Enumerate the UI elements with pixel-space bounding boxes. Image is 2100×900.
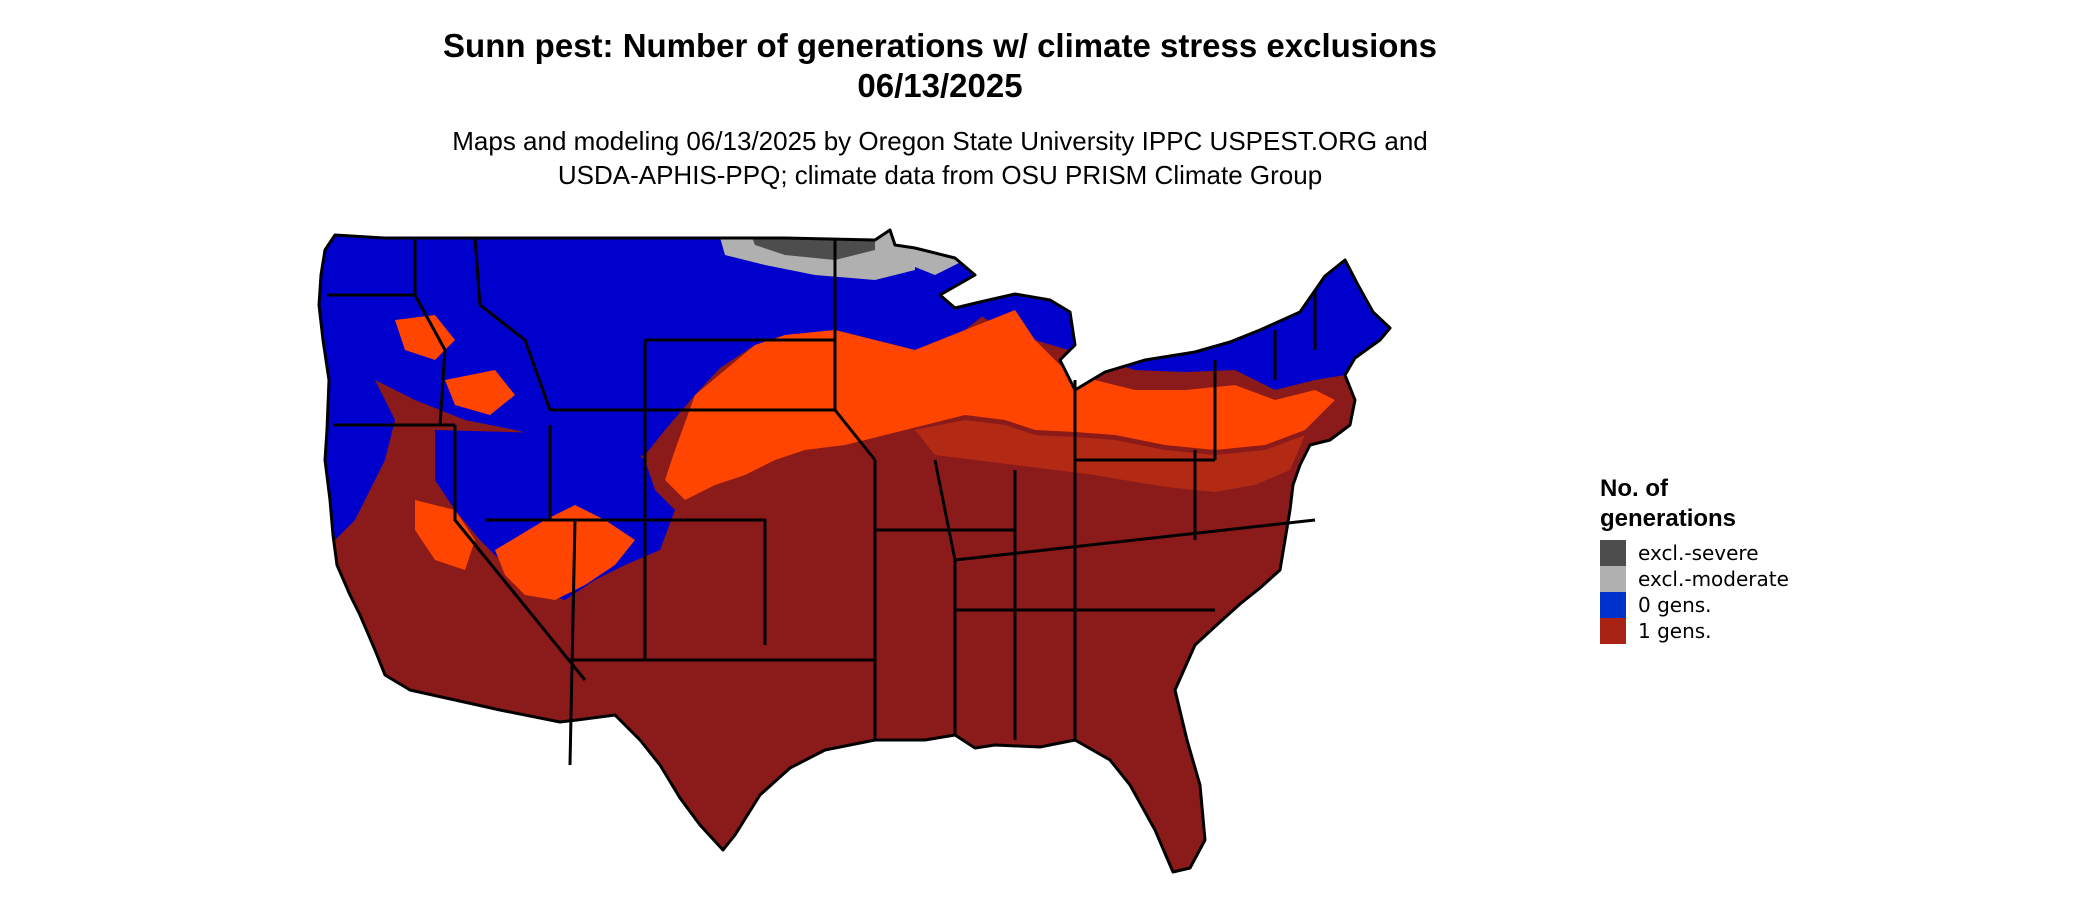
border-tn	[954, 518, 1316, 562]
legend-title-line-2: generations	[1600, 505, 1737, 532]
zone-excl-severe-mn	[925, 230, 975, 250]
zone-one-gen-northwest	[395, 315, 455, 360]
legend-item-excl-severe: excl.-severe	[1600, 540, 1900, 566]
border-az-nm	[568, 519, 577, 766]
border-ohio	[1073, 380, 1215, 462]
border-co-ks	[645, 518, 767, 645]
legend-item-excl-moderate: excl.-moderate	[1600, 566, 1900, 592]
zone-one-gen-southwest	[495, 505, 635, 600]
map-title-line-1: Sunn pest: Number of generations w/ clim…	[443, 27, 1437, 64]
map-title-date: 06/13/2025	[857, 67, 1023, 104]
map-subtitle-line-1: Maps and modeling 06/13/2025 by Oregon S…	[452, 126, 1428, 156]
zone-zero-gens-pacific	[319, 370, 395, 540]
legend-label-excl-severe: excl.-severe	[1638, 541, 1759, 565]
legend-label-excl-moderate: excl.-moderate	[1638, 567, 1789, 591]
border-or-id	[413, 238, 447, 426]
map-subtitle-line-2: USDA-APHIS-PPQ; climate data from OSU PR…	[557, 160, 1323, 190]
zone-one-gen-great-basin	[415, 500, 475, 570]
us-map	[315, 220, 1565, 900]
legend-swatch-zero-gens	[1600, 592, 1626, 618]
legend-label-one-gen: 1 gens.	[1638, 619, 1712, 643]
legend-title-line-1: No. of	[1600, 475, 1668, 502]
legend-swatch-one-gen	[1600, 618, 1626, 644]
state-borders	[317, 228, 1392, 874]
us-map-svg	[317, 228, 1392, 874]
zone-one-gen-snake-river	[445, 370, 515, 415]
legend-swatch-excl-severe	[1600, 540, 1626, 566]
legend-label-zero-gens: 0 gens.	[1638, 593, 1712, 617]
legend-item-one-gen: 1 gens.	[1600, 618, 1900, 644]
legend-swatch-excl-moderate	[1600, 566, 1626, 592]
border-ca-nv	[453, 425, 587, 681]
legend-item-zero-gens: 0 gens.	[1600, 592, 1900, 618]
legend-title: No. of generations	[1600, 474, 1900, 534]
border-id-mt	[473, 237, 552, 411]
us-outline	[317, 228, 1392, 874]
zone-one-gen-mid	[915, 420, 1305, 492]
map-subtitle: Maps and modeling 06/13/2025 by Oregon S…	[330, 124, 1550, 192]
map-title: Sunn pest: Number of generations w/ clim…	[330, 26, 1550, 106]
map-legend: No. of generations excl.-severe excl.-mo…	[1600, 474, 1900, 644]
zone-one-gen-transition	[665, 310, 1335, 500]
